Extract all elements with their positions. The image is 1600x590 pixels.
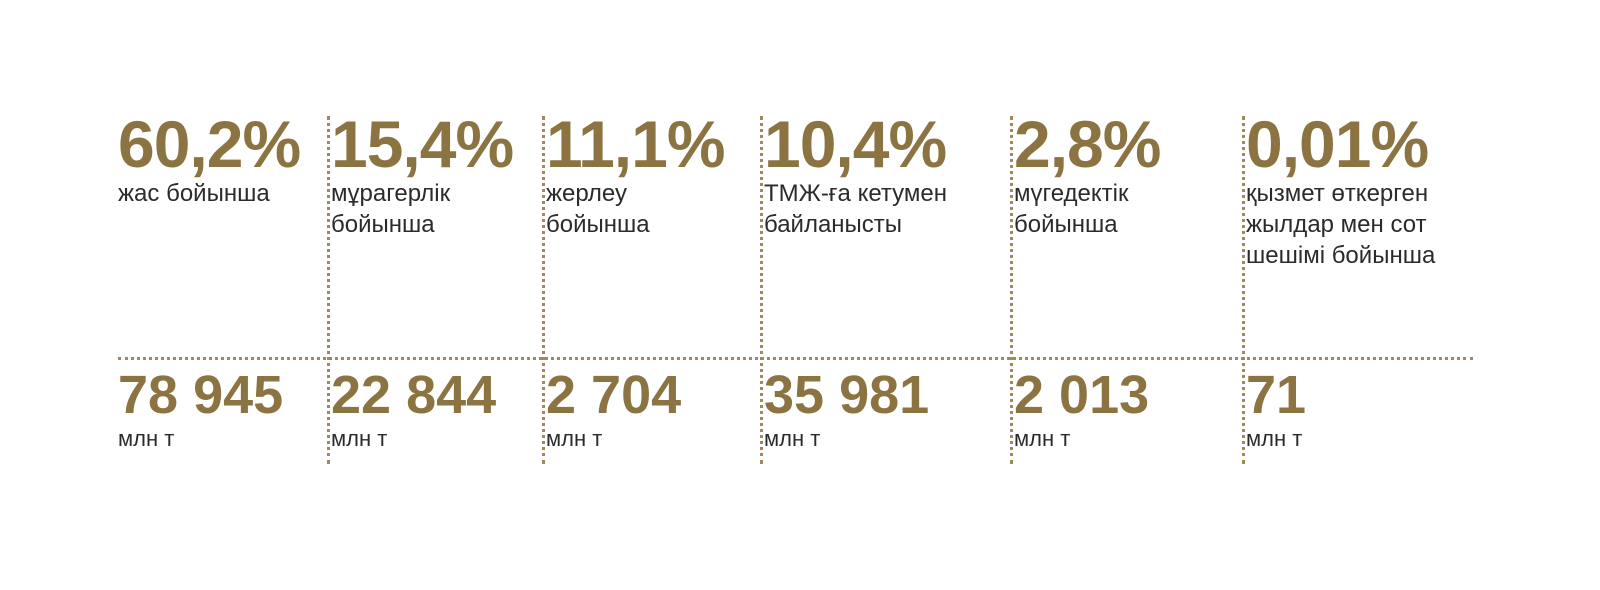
stat-amount: 78 945 — [118, 365, 284, 425]
stat-label-line: бойынша — [546, 211, 650, 238]
stat-percent: 11,1% — [546, 107, 725, 181]
vertical-divider — [542, 116, 545, 464]
stat-label: жас бойынша — [118, 178, 270, 209]
vertical-divider — [760, 116, 763, 464]
vertical-divider — [1242, 116, 1245, 464]
stat-label-line: мүгедектік — [1014, 180, 1129, 207]
stat-label-line: байланысты — [764, 211, 903, 238]
stat-amount: 2 704 — [546, 365, 682, 425]
stat-amount: 22 844 — [331, 365, 497, 425]
stat-label-line: мұрагерлік — [331, 180, 451, 207]
stat-percent: 15,4% — [331, 107, 514, 181]
horizontal-divider — [118, 357, 1473, 360]
stat-unit: млн т — [331, 426, 388, 451]
stat-unit: млн т — [546, 426, 603, 451]
stat-label-line: жылдар мен сот — [1246, 211, 1427, 238]
vertical-divider — [1010, 116, 1013, 464]
stat-label-line: бойынша — [331, 211, 435, 238]
stat-label: мүгедектік бойынша — [1014, 178, 1129, 240]
stat-amount: 71 — [1246, 365, 1307, 425]
stat-label-line: жас бойынша — [118, 180, 270, 207]
stat-label-line: шешімі бойынша — [1246, 242, 1436, 269]
stat-label-line: ТМЖ-ға кетумен — [764, 180, 947, 207]
stat-percent: 60,2% — [118, 107, 301, 181]
stat-amount: 35 981 — [764, 365, 930, 425]
vertical-divider — [327, 116, 330, 464]
stat-label: ТМЖ-ға кетумен байланысты — [764, 178, 947, 240]
stat-label-line: қызмет өткерген — [1246, 180, 1429, 207]
stat-unit: млн т — [1246, 426, 1303, 451]
stat-label: қызмет өткерген жылдар мен сот шешімі бойы… — [1246, 178, 1435, 271]
stat-percent: 2,8% — [1014, 107, 1161, 181]
stat-label-line: бойынша — [1014, 211, 1118, 238]
stat-label-line: жерлеу — [546, 180, 628, 207]
stat-unit: млн т — [764, 426, 821, 451]
stat-label: мұрагерлік бойынша — [331, 178, 450, 240]
stat-percent: 10,4% — [764, 107, 947, 181]
stat-percent: 0,01% — [1246, 107, 1429, 181]
stat-label: жерлеу бойынша — [546, 178, 650, 240]
stat-unit: млн т — [1014, 426, 1071, 451]
stat-amount: 2 013 — [1014, 365, 1150, 425]
stat-unit: млн т — [118, 426, 175, 451]
